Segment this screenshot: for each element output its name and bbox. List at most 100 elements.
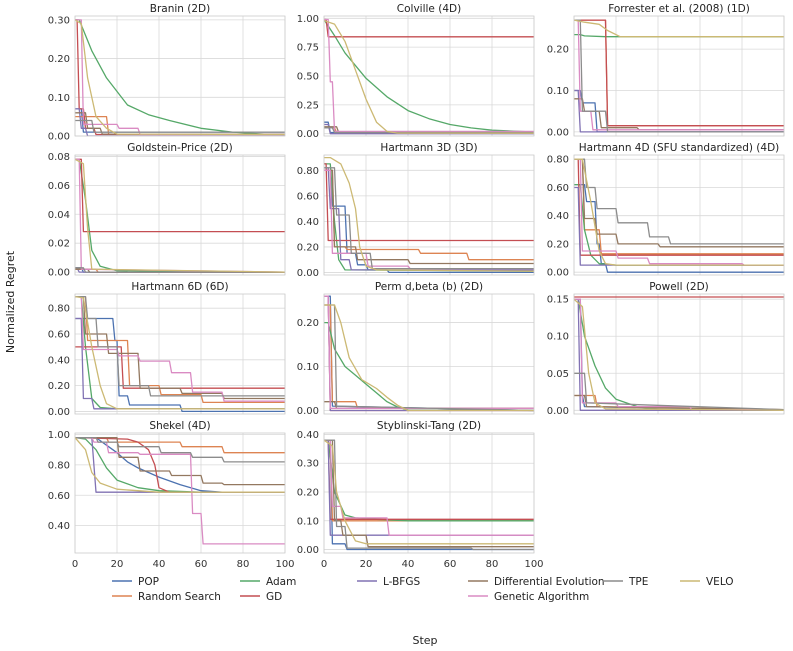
plot-area <box>324 294 534 414</box>
subplot-branin-2d: 0.00 0.10 0.20 0.30 Branin (2D) <box>48 3 286 143</box>
figure-ylabel: Normalized Regret <box>4 250 17 353</box>
series-line-velo <box>324 439 534 545</box>
y-tick-label: 0.60 <box>48 491 70 502</box>
legend-label: VELO <box>706 576 734 588</box>
legend-label: GD <box>266 591 282 603</box>
series-group <box>324 439 534 551</box>
series-line-velo <box>324 156 534 272</box>
series-group <box>574 296 784 411</box>
series-line-adam <box>324 19 534 133</box>
y-tick-label: 0.00 <box>297 545 319 556</box>
y-tick-label: 0.20 <box>547 239 569 250</box>
y-tick-label: 0.06 <box>48 181 70 192</box>
subplot-hartmann-4d-sfu-standardized-4d: 0.00 0.20 0.40 0.60 0.80 Hartmann 4D (SFU sta… <box>547 142 785 279</box>
series-line-l-bfgs <box>324 167 534 271</box>
series-line-genetic-algorithm <box>574 158 784 266</box>
legend-label: L-BFGS <box>383 576 420 588</box>
legend-label: Genetic Algorithm <box>494 591 589 603</box>
figure-xlabel: Step <box>412 634 437 647</box>
subplot-title: Branin (2D) <box>150 3 210 15</box>
y-tick-label: 0.00 <box>297 268 319 279</box>
y-tick-label: 0.80 <box>48 304 70 315</box>
subplot-title: Colville (4D) <box>397 3 461 15</box>
series-line-tpe <box>324 167 534 270</box>
series-line-tpe <box>75 267 285 273</box>
y-tick-label: 0.25 <box>297 100 319 111</box>
y-tick-label: 0.80 <box>297 166 319 177</box>
plot-frame <box>74 293 286 415</box>
series-group <box>75 19 285 136</box>
x-tick-label: 20 <box>111 559 124 570</box>
series-line-velo <box>574 298 784 411</box>
series-group <box>75 158 285 273</box>
series-line-l-bfgs <box>75 108 285 136</box>
series-line-tpe <box>75 119 285 133</box>
series-group <box>324 295 534 412</box>
y-tick-label: 1.00 <box>48 430 70 441</box>
plot-frame <box>323 154 535 276</box>
y-tick-label: 0.20 <box>48 381 70 392</box>
series-line-differential-evolution <box>75 436 285 486</box>
legend-label: Adam <box>266 576 296 588</box>
legend-item-adam: Adam <box>240 576 296 588</box>
plot-area <box>75 433 285 553</box>
y-tick-label: 0.00 <box>297 406 319 417</box>
series-line-velo <box>324 304 534 412</box>
y-tick-label: 0.00 <box>48 268 70 279</box>
legend-item-l-bfgs: L-BFGS <box>357 576 420 588</box>
series-group <box>574 19 784 133</box>
y-tick-label: 0.30 <box>48 15 70 26</box>
x-tick-label: 0 <box>72 559 78 570</box>
x-tick-label: 20 <box>360 559 373 570</box>
x-tick-label: 60 <box>444 559 457 570</box>
plot-frame <box>74 15 286 137</box>
series-group <box>75 436 285 545</box>
subplot-title: Forrester et al. (2008) (1D) <box>608 3 750 15</box>
plot-frame <box>323 432 535 554</box>
plot-area <box>324 433 534 553</box>
x-tick-label: 0 <box>321 559 327 570</box>
legend-label: POP <box>138 576 159 588</box>
plot-frame <box>573 15 785 137</box>
subplot-title: Shekel (4D) <box>149 420 210 432</box>
series-group <box>324 156 534 274</box>
series-group <box>75 295 285 413</box>
series-line-velo <box>574 19 784 38</box>
y-tick-label: 0.40 <box>297 217 319 228</box>
y-tick-label: 0.20 <box>297 487 319 498</box>
y-tick-label: 0.08 <box>48 152 70 163</box>
y-tick-label: 0.00 <box>48 132 70 143</box>
subplot-title: Powell (2D) <box>649 281 709 293</box>
y-tick-label: 0.40 <box>297 430 319 441</box>
plot-area <box>574 155 784 275</box>
series-line-velo <box>574 158 784 266</box>
series-line-tpe <box>75 295 285 397</box>
series-line-genetic-algorithm <box>324 18 534 133</box>
y-tick-label: 0.10 <box>297 516 319 527</box>
y-tick-label: 0.10 <box>48 93 70 104</box>
y-tick-label: 0.02 <box>48 239 70 250</box>
series-line-adam <box>324 439 534 522</box>
subplot-title: Styblinski-Tang (2D) <box>377 420 481 432</box>
y-tick-label: 0.05 <box>547 369 569 380</box>
series-line-gd <box>75 436 285 493</box>
y-tick-label: 0.40 <box>48 355 70 366</box>
subplot-powell-2d: 0.00 0.05 0.10 0.15 Powell (2D) <box>547 281 785 417</box>
series-group <box>324 18 534 135</box>
y-tick-label: 0.00 <box>547 406 569 417</box>
plot-area <box>574 16 784 136</box>
y-tick-label: 0.10 <box>297 362 319 373</box>
legend: POP Random Search Adam GD L-BFGS Differential… <box>112 576 734 603</box>
series-line-velo <box>75 295 285 410</box>
y-tick-label: 0.75 <box>297 43 319 54</box>
subplot-forrester-et-al-2008-1d: 0.00 0.10 0.20 Forrester et al. (2008) (1D) <box>547 3 785 138</box>
subplot-title: Perm d,beta (b) (2D) <box>375 281 483 293</box>
series-line-tpe <box>75 436 285 463</box>
subplot-goldstein-price-2d: 0.00 0.02 0.04 0.06 0.08 Goldstein-Price (2D) <box>48 142 286 279</box>
x-tick-label: 60 <box>195 559 208 570</box>
legend-label: Differential Evolution <box>494 576 605 588</box>
y-tick-label: 0.30 <box>297 459 319 470</box>
plot-frame <box>74 432 286 554</box>
subplot-title: Goldstein-Price (2D) <box>127 142 232 154</box>
plot-frame <box>573 154 785 276</box>
